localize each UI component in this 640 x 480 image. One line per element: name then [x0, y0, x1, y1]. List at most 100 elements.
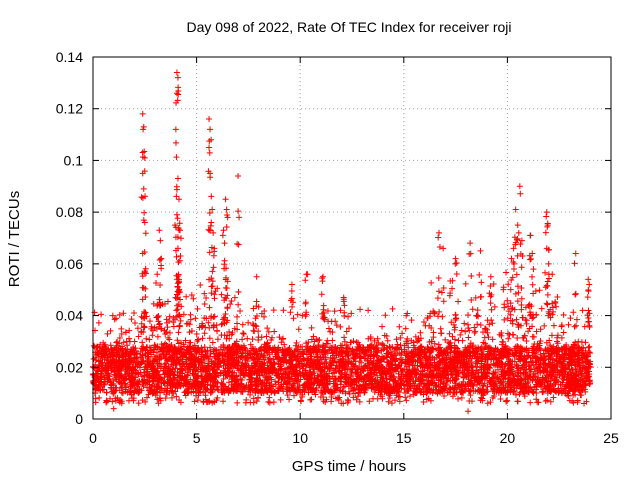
- data-point: [472, 294, 479, 301]
- data-point: [180, 311, 187, 318]
- data-point: [462, 280, 469, 287]
- data-point: [131, 338, 138, 345]
- data-point: [477, 322, 484, 329]
- data-point: [116, 311, 123, 318]
- data-point: [529, 359, 536, 366]
- grid-lines: [93, 57, 611, 419]
- data-point: [466, 349, 473, 356]
- data-point: [580, 344, 587, 351]
- data-point: [530, 333, 537, 340]
- data-point: [495, 389, 502, 396]
- data-point: [253, 398, 260, 405]
- data-point: [536, 287, 543, 294]
- data-point: [320, 306, 327, 313]
- data-point: [280, 307, 287, 314]
- data-point: [308, 324, 315, 331]
- data-point: [341, 338, 348, 345]
- data-point: [120, 339, 127, 346]
- data-point: [504, 297, 511, 304]
- data-point: [254, 355, 261, 362]
- data-point: [452, 324, 459, 331]
- data-point: [307, 396, 314, 403]
- data-point: [474, 307, 481, 314]
- data-point: [350, 394, 357, 401]
- data-point: [220, 398, 227, 405]
- data-point: [340, 384, 347, 391]
- data-point: [135, 333, 142, 340]
- data-point: [431, 309, 438, 316]
- data-point: [481, 334, 488, 341]
- data-point: [199, 335, 206, 342]
- data-point: [199, 323, 206, 330]
- data-point: [512, 391, 519, 398]
- data-point: [484, 329, 491, 336]
- data-point: [155, 400, 162, 407]
- data-point: [396, 323, 403, 330]
- data-point: [92, 395, 99, 402]
- data-point: [587, 349, 594, 356]
- data-point: [406, 393, 413, 400]
- data-point: [553, 303, 560, 310]
- data-point: [567, 369, 574, 376]
- data-point: [143, 335, 150, 342]
- data-point: [477, 397, 484, 404]
- data-point: [113, 315, 120, 322]
- data-point: [586, 349, 593, 356]
- data-point: [393, 336, 400, 343]
- data-point: [549, 300, 556, 307]
- data-point: [542, 269, 549, 276]
- data-point: [209, 339, 216, 346]
- data-point: [103, 389, 110, 396]
- data-point: [197, 281, 204, 288]
- data-point: [192, 315, 199, 322]
- data-point: [268, 337, 275, 344]
- data-point: [455, 395, 462, 402]
- data-point: [298, 360, 305, 367]
- data-point: [102, 378, 109, 385]
- data-point: [457, 331, 464, 338]
- data-point: [533, 396, 540, 403]
- data-point: [474, 321, 481, 328]
- data-point: [560, 311, 567, 318]
- data-point: [501, 316, 508, 323]
- data-point: [501, 304, 508, 311]
- data-point: [320, 394, 327, 401]
- data-point: [214, 336, 221, 343]
- data-point: [404, 310, 411, 317]
- data-point: [245, 319, 252, 326]
- data-point: [422, 354, 429, 361]
- data-point: [503, 398, 510, 405]
- data-point: [388, 400, 395, 407]
- data-point: [567, 315, 574, 322]
- data-point: [496, 385, 503, 392]
- data-point: [144, 384, 151, 391]
- data-point: [295, 326, 302, 333]
- data-point: [161, 327, 168, 334]
- data-point: [249, 321, 256, 328]
- data-point: [480, 392, 487, 399]
- data-point: [573, 322, 580, 329]
- data-point: [379, 323, 386, 330]
- data-point: [572, 339, 579, 346]
- data-point: [438, 330, 445, 337]
- data-point: [280, 381, 287, 388]
- data-point: [118, 331, 125, 338]
- data-point: [360, 367, 367, 374]
- data-point: [549, 311, 556, 318]
- data-point: [234, 320, 241, 327]
- data-point: [201, 330, 208, 337]
- data-point: [188, 292, 195, 299]
- data-point: [111, 316, 118, 323]
- data-point: [218, 389, 225, 396]
- data-point: [126, 335, 133, 342]
- data-point: [335, 351, 342, 358]
- data-point: [218, 321, 225, 328]
- data-point: [284, 392, 291, 399]
- data-point: [447, 290, 454, 297]
- data-point: [144, 394, 151, 401]
- data-point: [104, 330, 111, 337]
- data-point: [428, 279, 435, 286]
- data-point: [436, 308, 443, 315]
- data-point: [239, 321, 246, 328]
- data-point: [126, 327, 133, 334]
